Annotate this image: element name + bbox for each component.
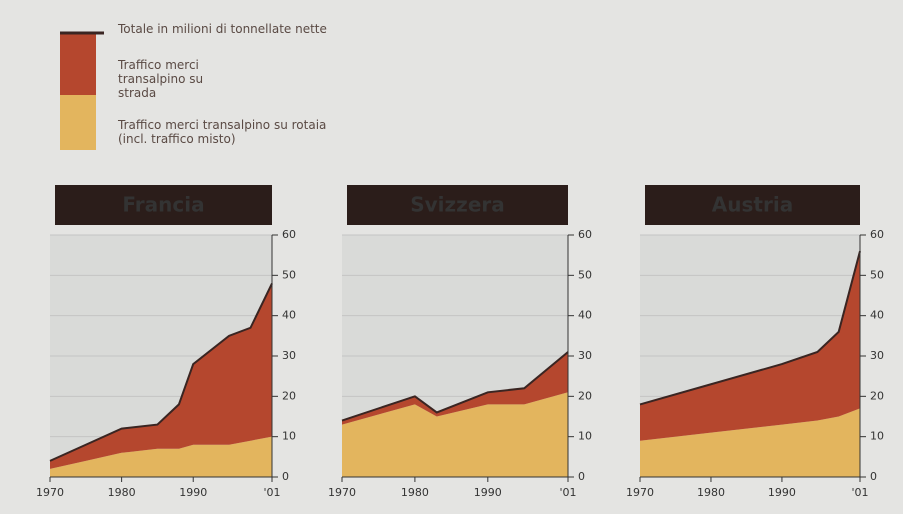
chart-title: Austria <box>712 193 793 217</box>
total-line <box>341 351 569 422</box>
y-tick-label: 50 <box>578 268 592 281</box>
y-tick-label: 50 <box>282 268 296 281</box>
x-tick-label: 1980 <box>108 486 136 499</box>
x-tick-label: '01 <box>851 486 868 499</box>
title-box <box>55 185 272 225</box>
y-tick-label: 10 <box>578 430 592 443</box>
legend-label: Traffico merci transalpino su rotaia (in… <box>118 118 327 146</box>
area <box>640 251 860 441</box>
area <box>342 351 568 425</box>
x-tick-label: 1990 <box>768 486 796 499</box>
y-tick-label: 20 <box>870 389 884 402</box>
x-tick-label: 1980 <box>401 486 429 499</box>
title-box <box>645 185 860 225</box>
y-tick-label: 20 <box>578 389 592 402</box>
y-tick-label: 40 <box>578 309 592 322</box>
legend-label: Totale in milioni di tonnellate nette <box>118 22 327 36</box>
chart-title: Francia <box>122 193 204 217</box>
x-tick-label: 1970 <box>328 486 356 499</box>
y-tick-label: 40 <box>870 309 884 322</box>
y-tick-label: 0 <box>578 470 585 483</box>
title-box <box>347 185 568 225</box>
y-tick-label: 30 <box>578 349 592 362</box>
area <box>342 392 568 477</box>
total-line <box>49 282 273 462</box>
y-tick-label: 10 <box>870 430 884 443</box>
x-tick-label: 1970 <box>36 486 64 499</box>
x-tick-label: 1980 <box>697 486 725 499</box>
y-tick-label: 60 <box>870 228 884 241</box>
area <box>640 408 860 477</box>
area <box>50 436 272 477</box>
y-tick-label: 30 <box>282 349 296 362</box>
y-tick-label: 10 <box>282 430 296 443</box>
y-tick-label: 50 <box>870 268 884 281</box>
x-tick-label: 1990 <box>474 486 502 499</box>
legend-swatch <box>60 95 96 150</box>
legend-swatch <box>60 33 96 95</box>
area <box>50 283 272 469</box>
y-tick-label: 0 <box>282 470 289 483</box>
y-tick-label: 60 <box>578 228 592 241</box>
chart-title: Svizzera <box>410 193 505 217</box>
total-line <box>639 250 861 406</box>
y-tick-label: 30 <box>870 349 884 362</box>
x-tick-label: 1990 <box>179 486 207 499</box>
x-tick-label: 1970 <box>626 486 654 499</box>
legend-label: Traffico merci transalpino su strada <box>118 58 204 100</box>
x-tick-label: '01 <box>559 486 576 499</box>
y-tick-label: 0 <box>870 470 877 483</box>
y-tick-label: 40 <box>282 309 296 322</box>
y-tick-label: 20 <box>282 389 296 402</box>
y-tick-label: 60 <box>282 228 296 241</box>
x-tick-label: '01 <box>263 486 280 499</box>
